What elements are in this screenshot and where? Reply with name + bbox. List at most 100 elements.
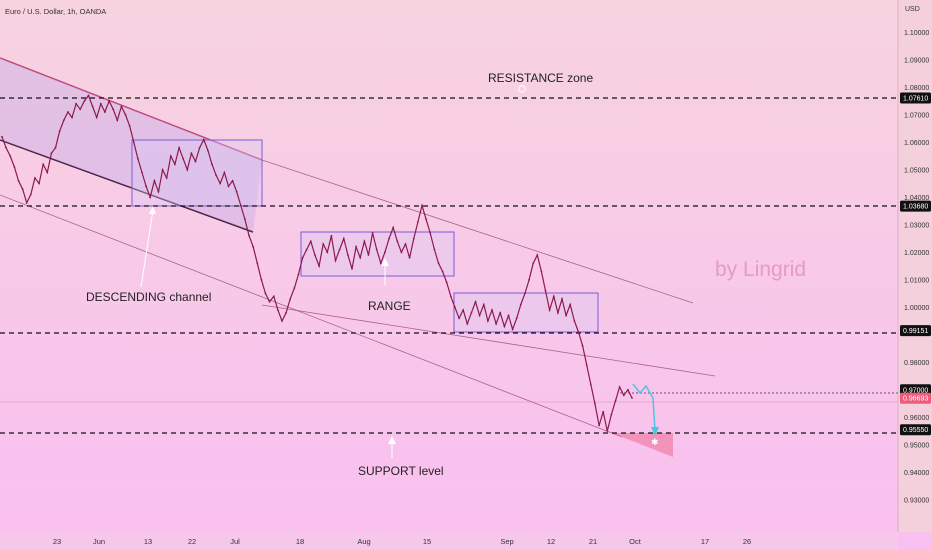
price-point	[124, 113, 127, 116]
price-point	[268, 300, 271, 303]
price-point	[227, 185, 230, 188]
price-point	[532, 262, 535, 265]
price-point	[351, 267, 353, 270]
price-point	[231, 179, 234, 182]
price-point	[429, 232, 432, 234]
price-point	[87, 94, 90, 97]
price-point	[301, 256, 304, 259]
y-tick-label: 1.00000	[904, 305, 929, 312]
price-point	[309, 240, 312, 243]
y-tick-label: 0.94000	[904, 470, 929, 477]
price-point	[585, 364, 588, 366]
price-point	[322, 243, 325, 245]
price-point	[182, 157, 185, 160]
price-point	[219, 182, 222, 185]
price-point	[42, 163, 45, 166]
price-point	[149, 196, 152, 199]
symbol-title: Euro / U.S. Dollar, 1h, OANDA	[5, 7, 106, 16]
price-point	[58, 130, 61, 133]
price-point	[293, 287, 296, 289]
price-point	[174, 163, 176, 166]
price-point	[71, 116, 73, 119]
price-point	[141, 171, 143, 174]
channel-arrow-head-icon	[149, 206, 156, 214]
price-point	[412, 237, 415, 240]
range-box-2	[300, 231, 455, 277]
time-axis[interactable]	[0, 532, 898, 550]
price-point	[338, 248, 341, 251]
price-point	[548, 309, 551, 311]
x-tick-label: 17	[701, 537, 709, 546]
price-point	[223, 171, 226, 174]
price-point	[598, 424, 600, 427]
price-point	[507, 314, 510, 317]
channel-upper-line	[0, 57, 263, 161]
price-point	[631, 397, 633, 399]
price-point	[67, 111, 69, 113]
price-point	[384, 251, 386, 254]
price-point	[618, 386, 621, 388]
price-point	[470, 311, 473, 314]
price-point	[145, 185, 148, 188]
price-point	[75, 102, 77, 105]
price-label-box	[900, 325, 931, 337]
price-point	[1, 135, 3, 138]
x-tick-label: 13	[144, 537, 152, 546]
price-point	[511, 328, 514, 331]
price-point	[104, 111, 106, 113]
price-series-line	[1, 94, 633, 432]
y-tick-label: 1.08000	[904, 85, 929, 92]
price-axis[interactable]	[898, 0, 932, 532]
y-tick-label: 1.01000	[904, 277, 929, 284]
price-point	[62, 119, 65, 122]
x-tick-label: Jul	[230, 537, 240, 546]
price-point	[602, 410, 605, 413]
price-point	[417, 221, 419, 223]
x-tick-label: 23	[53, 537, 61, 546]
price-point	[524, 292, 526, 295]
descending-channel-label: DESCENDING channel	[86, 290, 211, 304]
price-point	[342, 237, 345, 240]
price-point	[359, 256, 362, 259]
price-point	[264, 292, 267, 295]
price-point	[594, 402, 596, 405]
projection-arrowhead	[651, 427, 659, 436]
price-point	[211, 163, 213, 166]
price-point	[565, 314, 567, 317]
price-point	[569, 303, 572, 306]
price-label-box	[900, 200, 931, 212]
price-point	[161, 168, 164, 171]
price-point	[260, 278, 263, 281]
price-point	[29, 193, 32, 196]
x-tick-label: 26	[743, 537, 751, 546]
price-point	[515, 317, 518, 320]
price-point	[454, 306, 456, 309]
range-arrow-head-icon	[381, 258, 389, 266]
price-point	[128, 124, 131, 127]
price-point	[248, 234, 251, 237]
price-point	[557, 311, 559, 314]
price-point	[610, 413, 613, 416]
price-point	[120, 105, 123, 108]
price-point	[540, 270, 543, 273]
price-point	[194, 160, 197, 163]
price-point	[371, 232, 374, 234]
price-point	[458, 317, 460, 320]
price-point	[355, 245, 357, 248]
price-point	[388, 237, 390, 240]
price-point	[519, 303, 522, 306]
price-point	[277, 309, 279, 311]
price-point	[207, 149, 209, 152]
trendline-upper	[261, 159, 694, 304]
price-point	[256, 262, 259, 265]
price-point	[202, 138, 205, 141]
price-point	[627, 388, 629, 391]
range-label: RANGE	[368, 299, 411, 313]
price-point	[108, 100, 110, 102]
price-label: 0.99151	[903, 328, 928, 335]
price-point	[79, 108, 82, 111]
price-point	[186, 168, 189, 171]
watermark: by Lingrid	[715, 258, 806, 281]
price-point	[50, 152, 53, 155]
